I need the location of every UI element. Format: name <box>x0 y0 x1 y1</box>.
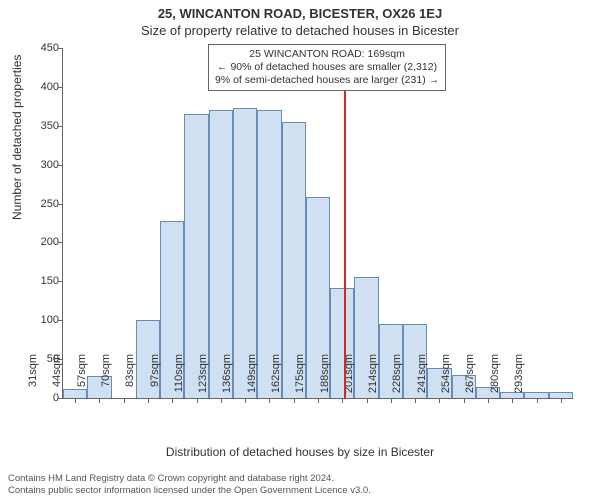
chart-container: 05010015020025030035040045031sqm44sqm57s… <box>62 48 572 398</box>
y-tick-mark <box>58 204 63 205</box>
y-tick-label: 200 <box>19 236 59 248</box>
y-tick-label: 450 <box>19 42 59 54</box>
property-marker-line <box>344 90 346 398</box>
x-tick-label: 280sqm <box>489 354 501 404</box>
page-title: 25, WINCANTON ROAD, BICESTER, OX26 1EJ <box>0 0 600 21</box>
x-tick-label: 97sqm <box>149 354 161 404</box>
page-subtitle: Size of property relative to detached ho… <box>0 21 600 38</box>
y-tick-mark <box>58 281 63 282</box>
x-tick-label: 31sqm <box>27 354 39 404</box>
y-tick-mark <box>58 320 63 321</box>
y-tick-mark <box>58 87 63 88</box>
x-tick-label: 254sqm <box>440 354 452 404</box>
y-tick-label: 150 <box>19 275 59 287</box>
y-axis-label: Number of detached properties <box>10 55 24 220</box>
y-tick-label: 350 <box>19 120 59 132</box>
x-tick-label: 136sqm <box>221 354 233 404</box>
y-tick-mark <box>58 242 63 243</box>
footer-line-1: Contains HM Land Registry data © Crown c… <box>8 473 371 484</box>
annotation-line-1: 25 WINCANTON ROAD: 169sqm <box>215 48 439 61</box>
y-tick-mark <box>58 165 63 166</box>
x-tick-label: 162sqm <box>270 354 282 404</box>
x-tick-label: 110sqm <box>173 354 185 404</box>
annotation-line-3: 9% of semi-detached houses are larger (2… <box>215 74 439 87</box>
x-tick-mark <box>537 398 538 403</box>
x-tick-label: 267sqm <box>464 354 476 404</box>
x-tick-label: 228sqm <box>391 354 403 404</box>
x-tick-label: 293sqm <box>513 354 525 404</box>
x-tick-label: 57sqm <box>76 354 88 404</box>
footer-line-2: Contains public sector information licen… <box>8 485 371 496</box>
annotation-box: 25 WINCANTON ROAD: 169sqm← 90% of detach… <box>208 44 446 91</box>
y-tick-label: 400 <box>19 81 59 93</box>
y-tick-mark <box>58 126 63 127</box>
x-tick-label: 83sqm <box>124 354 136 404</box>
x-tick-label: 70sqm <box>100 354 112 404</box>
y-tick-mark <box>58 48 63 49</box>
y-tick-label: 300 <box>19 159 59 171</box>
annotation-line-2: ← 90% of detached houses are smaller (2,… <box>215 61 439 74</box>
x-tick-label: 149sqm <box>246 354 258 404</box>
x-tick-label: 123sqm <box>197 354 209 404</box>
plot-area: 05010015020025030035040045031sqm44sqm57s… <box>62 48 573 399</box>
x-tick-label: 175sqm <box>294 354 306 404</box>
x-tick-label: 44sqm <box>51 354 63 404</box>
x-tick-label: 241sqm <box>416 354 428 404</box>
x-tick-label: 214sqm <box>367 354 379 404</box>
x-tick-label: 188sqm <box>319 354 331 404</box>
x-axis-label: Distribution of detached houses by size … <box>0 445 600 459</box>
footer-attribution: Contains HM Land Registry data © Crown c… <box>8 473 371 496</box>
x-tick-mark <box>561 398 562 403</box>
y-tick-label: 100 <box>19 314 59 326</box>
y-tick-label: 250 <box>19 198 59 210</box>
